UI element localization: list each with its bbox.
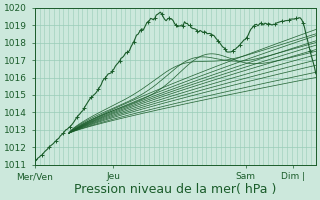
X-axis label: Pression niveau de la mer( hPa ): Pression niveau de la mer( hPa ) <box>74 183 276 196</box>
